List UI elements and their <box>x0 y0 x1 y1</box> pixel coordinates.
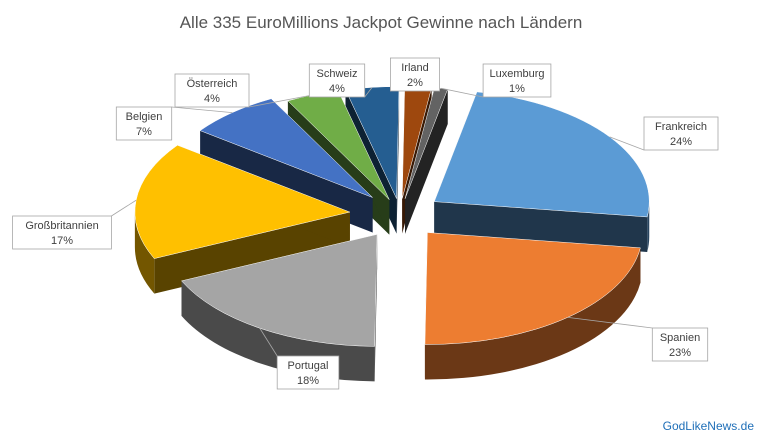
data-label-name: Spanien <box>660 332 700 344</box>
pie-slice-luxemburg <box>404 87 449 234</box>
leader-line <box>567 316 653 329</box>
leader-line <box>259 328 278 357</box>
data-label-box <box>174 73 250 108</box>
data-label-box <box>482 63 552 98</box>
data-label-luxemburg: Luxemburg 1% <box>441 63 552 98</box>
data-label-name: Luxemburg <box>489 68 544 80</box>
leader-line <box>441 87 484 98</box>
data-label-value: 17% <box>51 235 73 247</box>
data-label-österreich: Österreich 4% <box>174 73 313 108</box>
pie-slices <box>134 86 650 382</box>
data-label-irland: Irland 2% <box>389 57 440 92</box>
data-label-box <box>308 63 366 98</box>
data-label-name: Österreich <box>187 78 238 90</box>
leader-line <box>248 94 313 108</box>
data-label-name: Großbritannien <box>25 220 98 232</box>
data-label-portugal: Portugal 18% <box>259 328 340 390</box>
data-label-box <box>276 355 340 390</box>
data-label-name: Portugal <box>288 360 329 372</box>
data-label-value: 24% <box>670 136 692 148</box>
data-label-belgien: Belgien 7% <box>115 106 233 141</box>
leader-line <box>364 87 373 98</box>
data-labels: Frankreich 24% Spanien 23% Portugal 18% Großbr… <box>12 57 719 390</box>
data-label-value: 7% <box>136 126 152 138</box>
leader-line <box>171 106 233 114</box>
data-label-box <box>643 116 719 151</box>
pie-slice-großbritannien <box>134 144 351 294</box>
data-label-großbritannien: Großbritannien 17% <box>12 199 137 250</box>
data-label-schweiz: Schweiz 4% <box>308 63 373 98</box>
data-label-box <box>12 215 112 250</box>
leader-line <box>609 136 645 151</box>
data-label-value: 2% <box>407 77 423 89</box>
leader-line <box>111 199 137 217</box>
data-label-box <box>389 57 440 92</box>
data-label-spanien: Spanien 23% <box>567 316 709 362</box>
data-label-frankreich: Frankreich 24% <box>609 116 719 151</box>
data-label-value: 23% <box>669 347 691 359</box>
data-label-name: Belgien <box>126 111 163 123</box>
data-label-value: 4% <box>329 83 345 95</box>
chart-title: Alle 335 EuroMillions Jackpot Gewinne na… <box>180 13 583 32</box>
data-label-value: 18% <box>297 375 319 387</box>
data-label-box <box>651 327 709 362</box>
data-label-box <box>115 106 173 141</box>
pie-slice-spanien <box>424 232 641 380</box>
footer-credit: GodLikeNews.de <box>662 419 754 433</box>
data-label-name: Irland <box>401 62 429 74</box>
data-label-name: Schweiz <box>317 68 358 80</box>
data-label-value: 1% <box>509 83 525 95</box>
pie-slice-frankreich <box>433 91 650 252</box>
data-label-value: 4% <box>204 93 220 105</box>
data-label-name: Frankreich <box>655 121 707 133</box>
